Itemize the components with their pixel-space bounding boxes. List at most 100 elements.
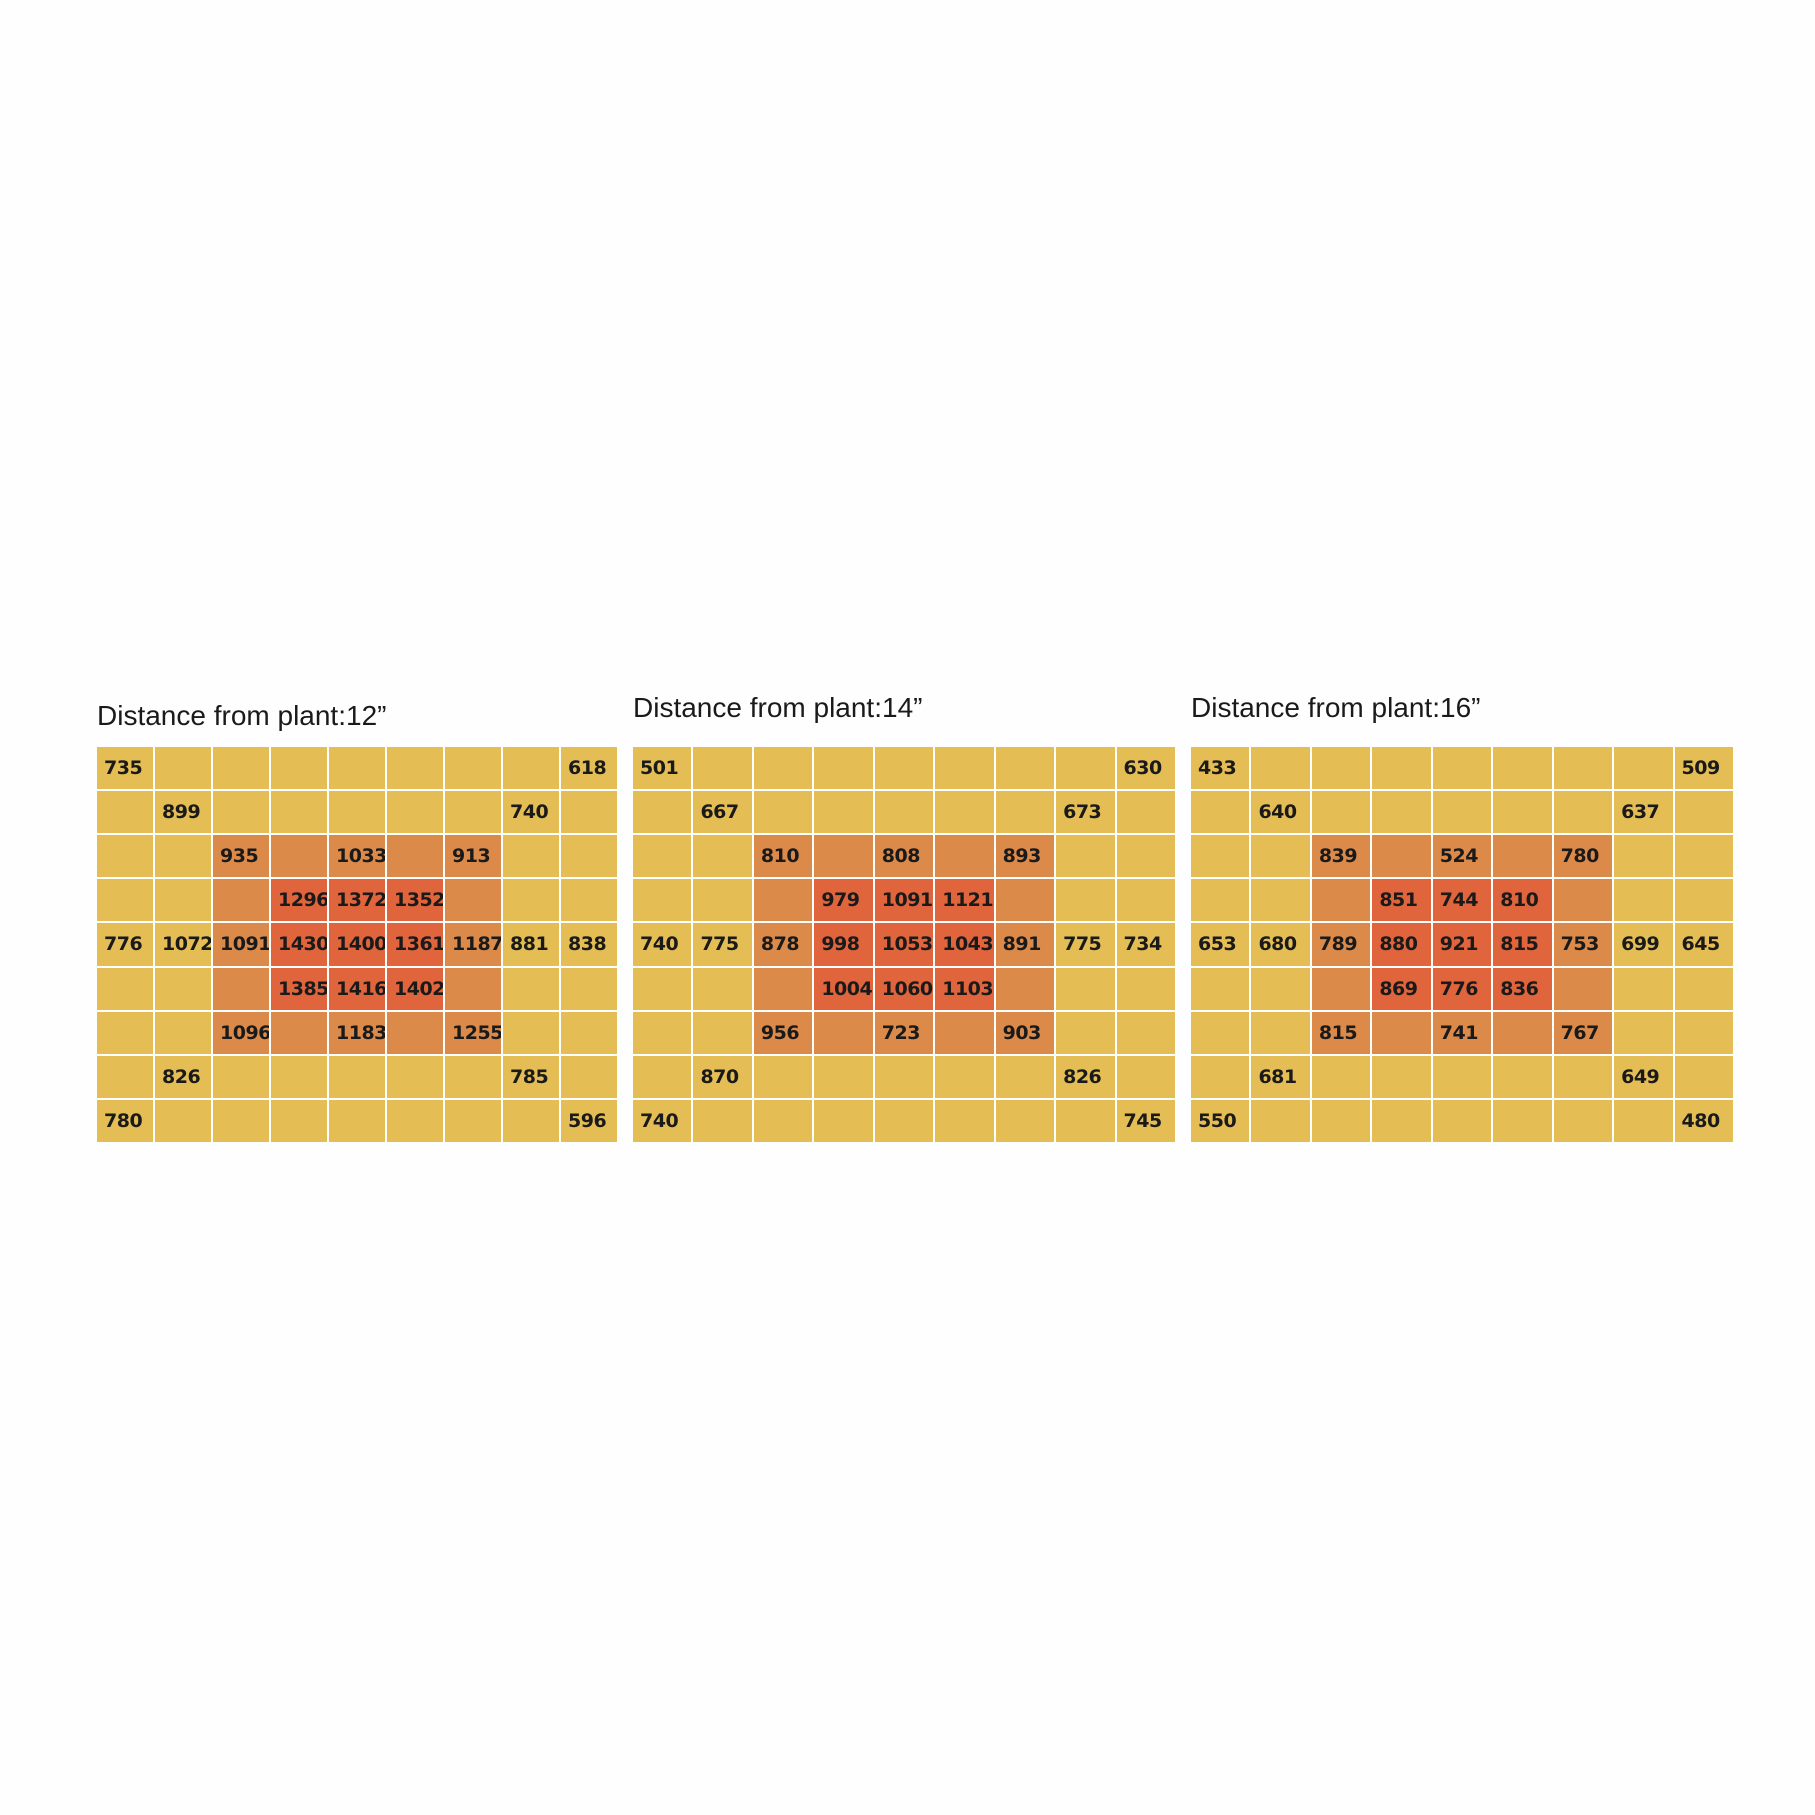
grid-cell bbox=[155, 1099, 211, 1142]
grid-cell bbox=[445, 967, 501, 1010]
grid-cell bbox=[1191, 791, 1250, 834]
grid-cell bbox=[155, 835, 211, 878]
grid-cell bbox=[503, 967, 559, 1010]
grid-cell bbox=[387, 747, 443, 790]
grid-cell bbox=[1553, 747, 1613, 790]
grid-cell bbox=[633, 1011, 692, 1054]
grid-cell: 776 bbox=[97, 923, 153, 966]
grid-cell bbox=[935, 1099, 994, 1142]
grid-cell bbox=[329, 1055, 385, 1098]
grid-cell bbox=[503, 1011, 559, 1054]
grid-cell bbox=[753, 879, 813, 922]
grid-cell: 1187 bbox=[445, 923, 501, 966]
grid-cell bbox=[1614, 1099, 1673, 1142]
grid-cell: 630 bbox=[1116, 747, 1175, 790]
grid-cell bbox=[1493, 1011, 1552, 1054]
grid-cell bbox=[155, 879, 211, 922]
grid-cell bbox=[753, 1055, 813, 1098]
grid-cell bbox=[693, 967, 752, 1010]
grid-cell bbox=[1614, 967, 1673, 1010]
grid-cell bbox=[935, 747, 994, 790]
grid-cell bbox=[213, 791, 269, 834]
grid-cell: 880 bbox=[1372, 923, 1431, 966]
grid-cell bbox=[995, 1055, 1055, 1098]
grid-cell bbox=[561, 879, 617, 922]
grid-cell bbox=[387, 1099, 443, 1142]
grid: 735 618 899 740 935 1033 913 1296 1372 1352 776 107… bbox=[97, 747, 617, 1142]
grid-cell bbox=[1311, 1055, 1371, 1098]
grid-cell bbox=[995, 791, 1055, 834]
grid-cell: 649 bbox=[1614, 1055, 1673, 1098]
grid-cell bbox=[1116, 879, 1175, 922]
grid-cell: 903 bbox=[995, 1011, 1055, 1054]
grid-cell bbox=[329, 747, 385, 790]
grid-cell bbox=[1674, 967, 1733, 1010]
grid-cell bbox=[1116, 1011, 1175, 1054]
grid-cell bbox=[874, 747, 934, 790]
grid-cell: 723 bbox=[874, 1011, 934, 1054]
grid-cell: 741 bbox=[1432, 1011, 1492, 1054]
grid-cell: 979 bbox=[814, 879, 873, 922]
grid-cell bbox=[97, 1011, 153, 1054]
grid-cell bbox=[1674, 1011, 1733, 1054]
grid-cell bbox=[1056, 879, 1115, 922]
grid-cell bbox=[445, 747, 501, 790]
grid-cell bbox=[753, 967, 813, 1010]
grid-cell bbox=[97, 791, 153, 834]
grid-cell bbox=[271, 791, 327, 834]
grid-cell bbox=[1311, 747, 1371, 790]
grid-cell bbox=[329, 1099, 385, 1142]
grid-cell: 1043 bbox=[935, 923, 994, 966]
grid-cell bbox=[753, 747, 813, 790]
grid-cell bbox=[1251, 1011, 1310, 1054]
grid-cell bbox=[387, 1055, 443, 1098]
grid-cell: 753 bbox=[1553, 923, 1613, 966]
grid-cell: 480 bbox=[1674, 1099, 1733, 1142]
grid-cell bbox=[753, 791, 813, 834]
grid-cell bbox=[1251, 835, 1310, 878]
grid-cell bbox=[1553, 791, 1613, 834]
grid-cell bbox=[995, 967, 1055, 1010]
grid-cell bbox=[1372, 791, 1431, 834]
grid-cell: 893 bbox=[995, 835, 1055, 878]
grid-cell: 881 bbox=[503, 923, 559, 966]
grid-cell bbox=[329, 791, 385, 834]
grid-cell: 1103 bbox=[935, 967, 994, 1010]
grid-cell bbox=[213, 747, 269, 790]
grid-cell: 808 bbox=[874, 835, 934, 878]
grid-cell bbox=[1191, 1055, 1250, 1098]
grid-cell bbox=[1614, 1011, 1673, 1054]
grid-cell: 745 bbox=[1116, 1099, 1175, 1142]
grid-cell bbox=[561, 1011, 617, 1054]
grid-cell bbox=[1056, 747, 1115, 790]
grid-cell bbox=[995, 1099, 1055, 1142]
grid-cell: 1091 bbox=[874, 879, 934, 922]
grid-cell: 680 bbox=[1251, 923, 1310, 966]
grid-cell: 640 bbox=[1251, 791, 1310, 834]
grid-cell: 740 bbox=[633, 1099, 692, 1142]
grid-cell bbox=[561, 835, 617, 878]
grid-cell bbox=[1056, 1099, 1115, 1142]
grid-cell: 1053 bbox=[874, 923, 934, 966]
grid-cell bbox=[271, 1099, 327, 1142]
grid-cell: 744 bbox=[1432, 879, 1492, 922]
grid-cell: 681 bbox=[1251, 1055, 1310, 1098]
grid-cell: 501 bbox=[633, 747, 692, 790]
grid-cell bbox=[1056, 1011, 1115, 1054]
grid-cell: 956 bbox=[753, 1011, 813, 1054]
grid-cell: 810 bbox=[753, 835, 813, 878]
grid-cell bbox=[445, 1055, 501, 1098]
grid-cell: 1033 bbox=[329, 835, 385, 878]
grid-cell bbox=[1116, 835, 1175, 878]
grid-cell bbox=[633, 835, 692, 878]
grid-cell bbox=[1614, 835, 1673, 878]
grid-cell bbox=[445, 879, 501, 922]
grid-cell: 776 bbox=[1432, 967, 1492, 1010]
grid-cell bbox=[1493, 835, 1552, 878]
grid-cell: 734 bbox=[1116, 923, 1175, 966]
grid-cell: 433 bbox=[1191, 747, 1250, 790]
grid-cell bbox=[814, 1011, 873, 1054]
grid-cell bbox=[271, 747, 327, 790]
grid-cell bbox=[1311, 1099, 1371, 1142]
grid-cell: 899 bbox=[155, 791, 211, 834]
